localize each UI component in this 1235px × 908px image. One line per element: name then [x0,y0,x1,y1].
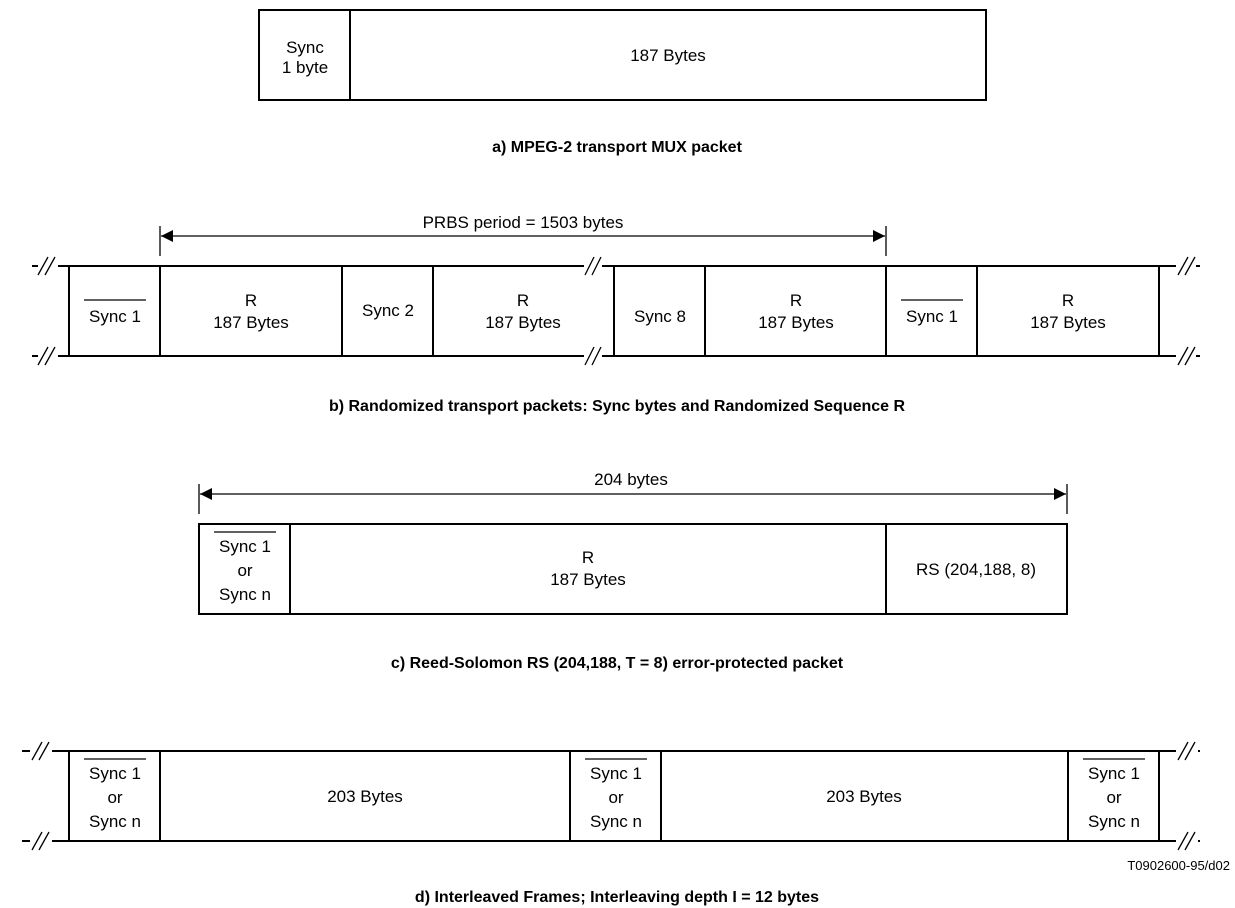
rs-syncn: Sync n [219,585,271,604]
cell-r-2-label: R [517,291,529,310]
caption-b: b) Randomized transport packets: Sync by… [329,398,906,415]
d-break-mark-left [30,741,52,851]
rs-parity-label: RS (204,188, 8) [916,560,1036,579]
cell-r-2-bytes: 187 Bytes [485,313,561,332]
mux-payload-label: 187 Bytes [630,46,706,65]
d-sync1-c: Sync 1 [1088,764,1140,783]
cell-r-4-label: R [1062,291,1074,310]
d-or-a: or [107,788,122,807]
prbs-period-label: PRBS period = 1503 bytes [423,213,624,232]
cell-sync1-inverted: Sync 1 [89,307,141,326]
caption-c: c) Reed-Solomon RS (204,188, T = 8) erro… [391,655,844,672]
section-c-rs-packet: 204 bytes Sync 1 or Sync n R 187 Bytes R… [198,470,1068,672]
d-or-b: or [608,788,623,807]
d-or-c: or [1106,788,1121,807]
cell-r-4-bytes: 187 Bytes [1030,313,1106,332]
d-frame-dividers [68,751,1160,841]
caption-d: d) Interleaved Frames; Interleaving dept… [415,889,819,906]
d-syncn-c: Sync n [1088,812,1140,831]
rs-length-label: 204 bytes [594,470,668,489]
figure-reference: T0902600-95/d02 [1127,858,1230,873]
section-d-interleaved-frames: Sync 1 or Sync n 203 Bytes Sync 1 or Syn… [22,741,1230,906]
cell-r-3-bytes: 187 Bytes [758,313,834,332]
rs-r-bytes: 187 Bytes [550,570,626,589]
d-break-mark-right [1176,741,1198,851]
rs-sync1: Sync 1 [219,537,271,556]
d-sync1-b: Sync 1 [590,764,642,783]
d-bytes-2: 203 Bytes [826,787,902,806]
cell-sync8: Sync 8 [634,307,686,326]
d-sync1-a: Sync 1 [89,764,141,783]
rs-or: or [237,561,252,580]
caption-a: a) MPEG-2 transport MUX packet [492,139,743,156]
cell-r-1-label: R [245,291,257,310]
packet-dividers [68,266,1160,356]
d-syncn-a: Sync n [89,812,141,831]
break-mark-middle [584,256,602,366]
mux-sync-size: 1 byte [282,58,328,77]
mux-sync-label: Sync [286,38,324,57]
mux-packet-frame [258,9,987,101]
cell-r-1-bytes: 187 Bytes [213,313,289,332]
section-a-mux-packet: Sync 1 byte 187 Bytes a) MPEG-2 transpor… [258,9,987,156]
d-bytes-1: 203 Bytes [327,787,403,806]
break-mark-right [1176,256,1196,366]
rs-r-label: R [582,548,594,567]
break-mark-left [37,256,58,366]
d-syncn-b: Sync n [590,812,642,831]
cell-sync1b-inverted: Sync 1 [906,307,958,326]
section-b-randomized-packets: PRBS period = 1503 bytes Sync 1 R 187 By [32,213,1200,415]
rs-packet-frame [198,523,1068,615]
cell-sync2: Sync 2 [362,301,414,320]
cell-r-3-label: R [790,291,802,310]
